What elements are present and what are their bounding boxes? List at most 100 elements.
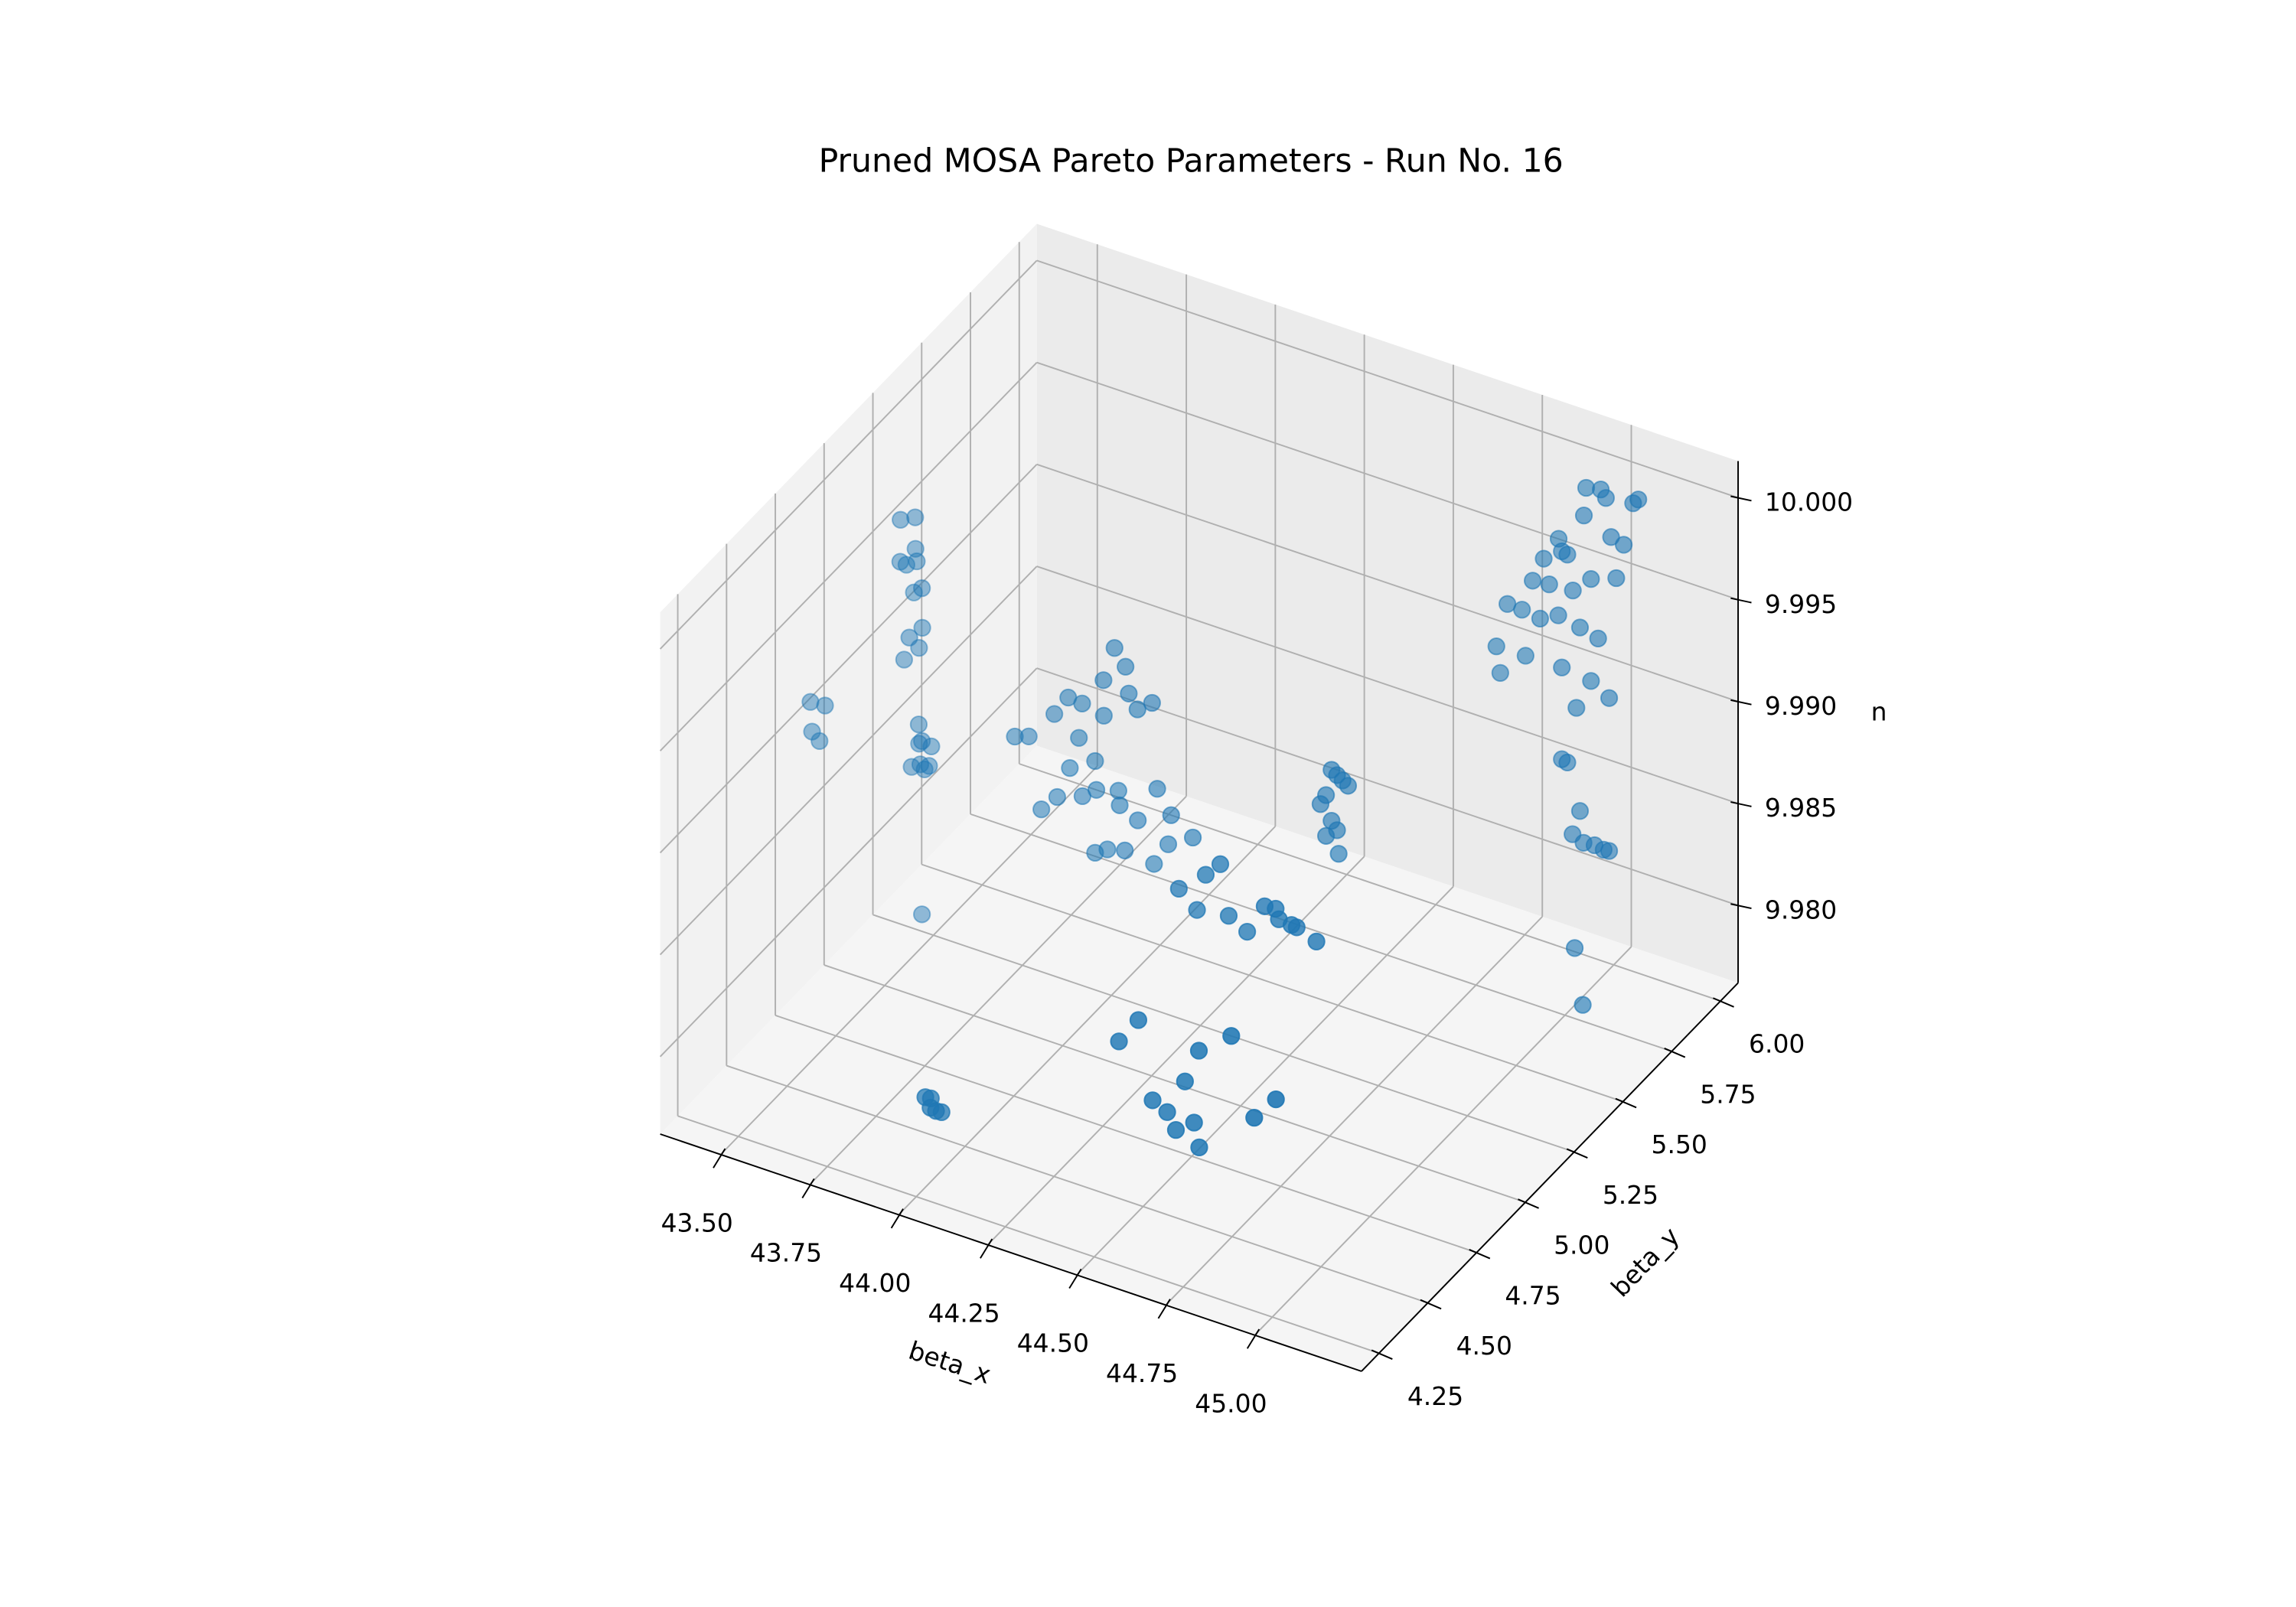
point xyxy=(1287,918,1306,937)
point xyxy=(1148,780,1166,798)
point xyxy=(1048,787,1067,807)
z-tick-label: 9.995 xyxy=(1765,589,1837,619)
y-tick-label: 5.50 xyxy=(1652,1129,1707,1159)
point xyxy=(1614,536,1633,554)
point xyxy=(1176,1072,1194,1090)
y-tick-label: 4.50 xyxy=(1456,1331,1512,1361)
point xyxy=(1516,647,1534,665)
point xyxy=(913,618,931,637)
point xyxy=(900,628,918,647)
point xyxy=(902,758,921,776)
grid-line xyxy=(921,863,1623,1103)
x-tick xyxy=(890,1208,904,1229)
point xyxy=(1577,478,1596,497)
x-tick xyxy=(1068,1268,1082,1289)
point xyxy=(1570,802,1590,820)
grid-line xyxy=(775,1014,1477,1253)
grid-line xyxy=(659,464,1038,854)
grid xyxy=(659,242,1739,1354)
point xyxy=(1565,939,1584,957)
point xyxy=(1524,572,1542,590)
point xyxy=(906,508,925,526)
point xyxy=(1238,922,1257,941)
point xyxy=(1316,826,1336,845)
z-tick xyxy=(1730,597,1752,604)
x-tick-label: 44.25 xyxy=(928,1298,1000,1328)
point xyxy=(1070,729,1088,747)
grid-line xyxy=(1036,566,1739,804)
grid-line xyxy=(1165,916,1543,1306)
grid-line xyxy=(720,765,1098,1156)
grid-line xyxy=(659,259,1038,650)
point xyxy=(1553,658,1571,676)
grid-line xyxy=(898,826,1277,1216)
point xyxy=(1322,761,1341,779)
point xyxy=(1574,506,1593,525)
x-tick-label: 44.00 xyxy=(839,1268,911,1298)
point xyxy=(801,693,820,711)
point xyxy=(1322,811,1341,830)
y-tick-label: 5.00 xyxy=(1554,1231,1609,1260)
point xyxy=(1120,684,1138,702)
chart-title: Pruned MOSA Pareto Parameters - Run No. … xyxy=(819,142,1564,181)
point xyxy=(922,737,941,756)
pane-left xyxy=(660,223,1037,1135)
point xyxy=(1540,575,1558,594)
point xyxy=(915,760,934,779)
point xyxy=(1129,1011,1148,1029)
point xyxy=(906,539,925,558)
point xyxy=(1222,1027,1241,1045)
axes: 43.50 43.75 44.00 44.25 44.50 44.75 45.00 4.25 4… xyxy=(660,461,1853,1418)
x-tick-label: 45.00 xyxy=(1195,1388,1267,1418)
z-tick xyxy=(1730,903,1752,910)
point xyxy=(1553,542,1571,561)
point xyxy=(1032,800,1051,819)
y-tick xyxy=(1566,1148,1588,1159)
point xyxy=(1094,671,1113,689)
point xyxy=(909,715,928,734)
y-axis-line xyxy=(1361,982,1739,1372)
z-tick-label: 9.985 xyxy=(1765,793,1837,823)
z-tick-label: 10.000 xyxy=(1765,487,1853,517)
pane-back xyxy=(1036,223,1739,983)
point xyxy=(921,1098,940,1117)
point xyxy=(1602,528,1620,546)
point xyxy=(1307,932,1326,950)
y-tick-label: 4.75 xyxy=(1505,1280,1561,1310)
x-axis-line xyxy=(660,1133,1362,1372)
point xyxy=(1196,865,1215,884)
point xyxy=(1145,855,1163,873)
point xyxy=(1219,907,1238,925)
y-tick xyxy=(1518,1198,1539,1209)
point xyxy=(1487,637,1505,656)
x-tick xyxy=(1157,1299,1171,1319)
y-tick xyxy=(1469,1249,1491,1260)
x-tick-label: 43.75 xyxy=(750,1238,822,1268)
z-tick-label: 9.990 xyxy=(1765,691,1837,721)
point xyxy=(1553,750,1571,768)
point xyxy=(1596,489,1615,507)
point xyxy=(1045,705,1064,723)
point xyxy=(1491,663,1509,682)
x-tick xyxy=(1246,1328,1261,1349)
point xyxy=(1143,1091,1162,1110)
point xyxy=(920,757,938,775)
points xyxy=(801,478,1648,1157)
grid-line xyxy=(659,667,1038,1058)
point xyxy=(1211,855,1230,873)
y-tick xyxy=(1615,1097,1637,1109)
point xyxy=(1110,1032,1128,1051)
grid-line xyxy=(1254,946,1632,1336)
point xyxy=(1189,1041,1208,1060)
point xyxy=(1183,828,1202,847)
point xyxy=(897,556,915,574)
point xyxy=(1582,570,1600,588)
point xyxy=(1607,569,1626,588)
point xyxy=(1143,693,1161,712)
point xyxy=(1582,672,1600,690)
point xyxy=(1570,618,1590,637)
point xyxy=(1159,835,1178,853)
point xyxy=(1185,1113,1203,1132)
x-tick xyxy=(801,1178,815,1199)
point xyxy=(1162,806,1180,824)
